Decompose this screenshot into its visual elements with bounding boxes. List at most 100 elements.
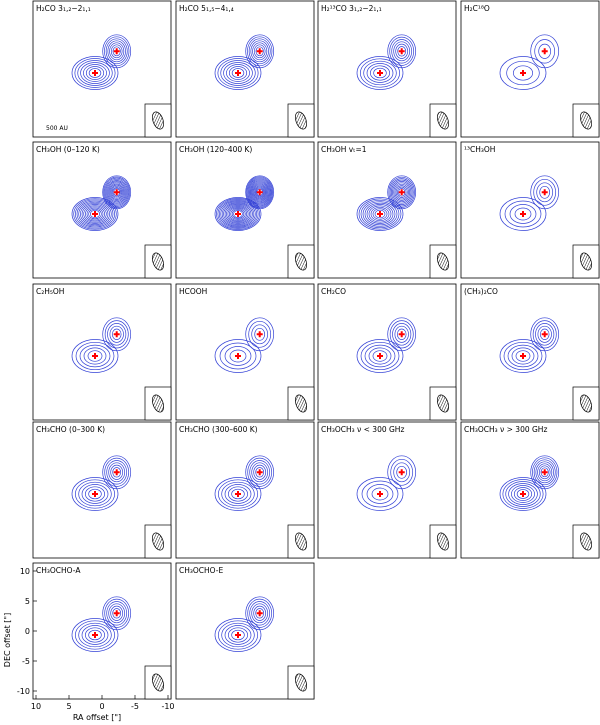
contour-line — [84, 206, 106, 222]
y-tick-label: 0 — [25, 627, 30, 636]
contour-line — [535, 323, 555, 346]
contour-line — [395, 43, 409, 59]
contour-line — [228, 207, 248, 221]
contour-line — [111, 185, 123, 199]
panel-title: H₂CO 3₁,₂−2₁,₁ — [36, 4, 91, 13]
contour-line — [78, 201, 112, 227]
contour-line — [78, 622, 112, 648]
beam-ellipse — [580, 394, 592, 413]
panel-title: CH₃OCH₃ ν < 300 GHz — [321, 425, 404, 434]
contour-line — [538, 465, 551, 480]
contour-line — [223, 203, 253, 225]
contour-line — [366, 484, 394, 504]
map-panel: CH₃CHO (300–600 K) — [175, 421, 315, 559]
source-marker — [113, 469, 120, 476]
contour-line — [71, 618, 119, 652]
source-marker — [113, 48, 120, 55]
contour-line — [219, 342, 257, 370]
contour-line — [530, 34, 560, 69]
panel-title: CH₃OH vₜ=1 — [321, 145, 367, 154]
contour-line — [247, 598, 273, 628]
panel-title: (CH₃)₂CO — [464, 287, 498, 296]
contour-line — [74, 199, 116, 229]
contour-line — [397, 46, 407, 57]
contour-line — [253, 605, 267, 621]
contour-line — [221, 481, 255, 507]
contour-line — [224, 625, 252, 645]
contour-line — [214, 618, 262, 652]
contour-line — [247, 457, 273, 487]
contour-line — [533, 459, 556, 486]
contour-line — [252, 183, 268, 202]
contour-line — [537, 463, 553, 482]
map-panel: (CH₃)₂CO — [460, 283, 600, 421]
contour-line — [88, 629, 102, 641]
contour-line — [214, 56, 262, 90]
contour-line — [224, 204, 252, 224]
contour-line — [364, 202, 396, 226]
source-marker — [541, 469, 548, 476]
map-panel: CH₂CO — [317, 283, 457, 421]
source-marker — [377, 353, 383, 359]
contour-line — [247, 178, 272, 207]
contour-line — [503, 341, 543, 371]
contour-line — [246, 176, 274, 209]
beam-ellipse — [152, 673, 164, 692]
contour-line — [396, 328, 407, 340]
panel-title: H₂C¹⁸O — [464, 4, 490, 13]
contour-line — [387, 317, 417, 352]
source-marker — [520, 491, 526, 497]
contour-line — [102, 596, 132, 631]
contour-line — [245, 175, 275, 210]
beam-ellipse — [295, 532, 307, 551]
contour-line — [389, 320, 414, 349]
source-marker — [520, 211, 526, 217]
contour-line — [109, 42, 125, 61]
contour-line — [111, 328, 122, 340]
contour-line — [371, 487, 389, 501]
contour-line — [253, 185, 266, 200]
contour-line — [356, 56, 404, 90]
contour-line — [71, 477, 119, 511]
source-marker — [113, 189, 120, 196]
contour-set — [356, 34, 417, 90]
contour-line — [532, 457, 558, 488]
contour-line — [108, 603, 126, 624]
source-marker — [398, 331, 405, 338]
contour-line — [393, 462, 411, 483]
contour-line — [390, 458, 414, 486]
source-marker — [113, 610, 120, 617]
contour-line — [366, 204, 394, 224]
contour-line — [250, 40, 269, 63]
contour-line — [221, 622, 255, 648]
source-marker — [377, 70, 383, 76]
contour-set — [214, 317, 275, 373]
source-marker — [256, 610, 263, 617]
contour-line — [83, 64, 107, 82]
contour-line — [217, 479, 259, 509]
contour-line — [507, 344, 539, 368]
contour-line — [102, 34, 132, 69]
contour-line — [216, 198, 260, 230]
contour-line — [81, 625, 109, 645]
beam-ellipse — [580, 532, 592, 551]
source-marker — [256, 48, 263, 55]
panel-title: CH₃OCH₃ ν > 300 GHz — [464, 425, 547, 434]
map-panel: HCOOH — [175, 283, 315, 421]
contour-line — [89, 209, 101, 219]
contour-line — [107, 181, 127, 204]
source-marker — [256, 469, 263, 476]
contour-line — [218, 200, 258, 228]
contour-line — [83, 205, 107, 223]
y-tick-label: 5 — [25, 597, 30, 606]
contour-line — [511, 347, 535, 365]
contour-line — [372, 208, 388, 220]
contour-line — [392, 181, 412, 204]
contour-line — [87, 350, 103, 362]
contour-line — [105, 178, 129, 206]
y-axis-label: DEC offset ["] — [3, 613, 12, 667]
source-marker — [256, 189, 263, 196]
contour-line — [387, 455, 417, 490]
contour-line — [388, 176, 415, 208]
contour-line — [539, 185, 551, 199]
